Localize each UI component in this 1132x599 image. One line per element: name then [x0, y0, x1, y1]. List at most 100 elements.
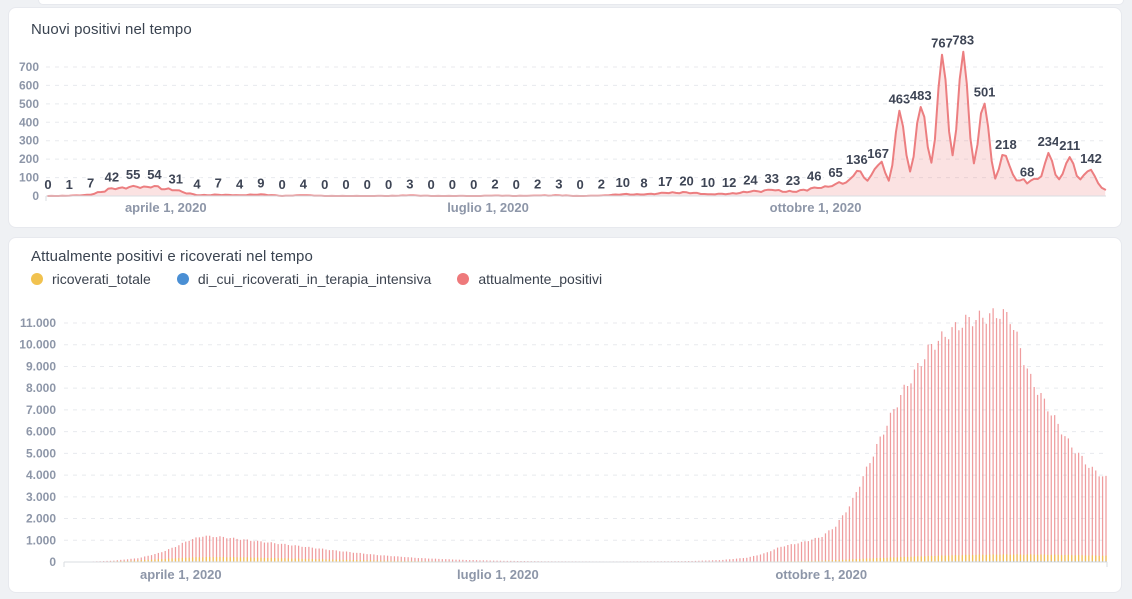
point-label-halo: 0	[513, 177, 520, 192]
chart2-legend: ricoverati_totale di_cui_ricoverati_in_t…	[31, 271, 602, 287]
point-label-halo: 9	[257, 175, 264, 190]
point-label: 65	[828, 165, 842, 180]
point-label-halo: 46	[807, 169, 821, 184]
point-label: 31	[168, 171, 182, 186]
point-label: 0	[470, 177, 477, 192]
point-label-halo: 10	[701, 175, 715, 190]
point-label-halo: 0	[470, 177, 477, 192]
point-label-halo: 501	[974, 85, 996, 100]
point-label-halo: 0	[342, 177, 349, 192]
y-tick-label: 6.000	[26, 425, 56, 439]
y-tick-label: 200	[19, 152, 39, 166]
point-label-halo: 17	[658, 174, 672, 189]
point-label-halo: 20	[679, 173, 693, 188]
chart2-title: Attualmente positivi e ricoverati nel te…	[31, 248, 313, 265]
point-label-halo: 31	[168, 171, 182, 186]
point-label-halo: 0	[449, 177, 456, 192]
x-axis-date-label: aprile 1, 2020	[125, 200, 207, 215]
point-label: 7	[87, 176, 94, 191]
point-label: 2	[491, 177, 498, 192]
point-label: 0	[577, 177, 584, 192]
point-label-halo: 0	[279, 177, 286, 192]
point-label: 0	[342, 177, 349, 192]
point-label-halo: 33	[764, 171, 778, 186]
point-label: 46	[807, 169, 821, 184]
point-label-halo: 65	[828, 165, 842, 180]
partial-card-above	[38, 0, 1124, 5]
point-label-halo: 7	[215, 176, 222, 191]
point-label: 3	[406, 176, 413, 191]
point-label: 767	[931, 36, 953, 51]
card-attualmente-positivi: 0 1.000 2.000 3.000 4.000 5.000 6.000 7.000 8.00…	[8, 237, 1122, 593]
point-label: 142	[1080, 151, 1102, 166]
point-label: 218	[995, 137, 1017, 152]
point-label: 211	[1059, 138, 1080, 153]
point-label: 0	[279, 177, 286, 192]
point-label-halo: 211	[1059, 138, 1080, 153]
point-label: 783	[952, 33, 974, 48]
point-label: 7	[215, 176, 222, 191]
point-label-halo: 23	[786, 173, 800, 188]
point-label: 23	[786, 173, 800, 188]
point-label-halo: 7	[87, 176, 94, 191]
point-label-halo: 4	[300, 176, 308, 191]
point-label-halo: 0	[428, 177, 435, 192]
legend-item-terapia-intensiva[interactable]: di_cui_ricoverati_in_terapia_intensiva	[176, 271, 431, 287]
point-label-halo: 4	[193, 176, 201, 191]
y-tick-label: 10.000	[19, 338, 56, 352]
y-tick-label: 100	[19, 171, 39, 185]
x-axis-date-label: luglio 1, 2020	[457, 567, 539, 582]
x-axis-date-label: aprile 1, 2020	[140, 567, 222, 582]
series-attualmente_positivi[interactable]	[65, 308, 1107, 562]
x-axis-date-label: luglio 1, 2020	[447, 200, 529, 215]
point-label-halo: 2	[534, 177, 541, 192]
point-label-halo: 3	[406, 176, 413, 191]
point-label: 0	[385, 177, 392, 192]
point-label: 17	[658, 174, 672, 189]
y-tick-label: 2.000	[26, 512, 56, 526]
point-label-halo: 55	[126, 167, 140, 182]
series-ricoverati_totale[interactable]	[68, 554, 1107, 562]
point-label: 2	[534, 177, 541, 192]
point-label: 463	[889, 92, 911, 107]
point-label-halo: 483	[910, 88, 932, 103]
point-label-halo: 0	[364, 177, 371, 192]
point-label: 10	[615, 175, 629, 190]
point-label: 234	[1038, 134, 1060, 149]
legend-item-ricoverati-totale[interactable]: ricoverati_totale	[31, 271, 151, 287]
point-label-halo: 0	[577, 177, 584, 192]
y-tick-label: 7.000	[26, 403, 56, 417]
point-label-halo: 4	[236, 176, 244, 191]
point-label-halo: 2	[598, 177, 605, 192]
y-tick-label: 11.000	[20, 316, 56, 330]
y-tick-label: 3.000	[26, 490, 56, 504]
point-label: 4	[236, 176, 244, 191]
point-label: 20	[679, 173, 693, 188]
legend-item-attualmente-positivi[interactable]: attualmente_positivi	[457, 271, 602, 287]
point-label-halo: 8	[640, 176, 647, 191]
point-label-halo: 234	[1038, 134, 1060, 149]
y-tick-label: 300	[19, 134, 39, 148]
point-label-halo: 10	[615, 175, 629, 190]
legend-label: attualmente_positivi	[478, 271, 603, 287]
point-label: 4	[300, 176, 308, 191]
point-label: 0	[44, 177, 51, 192]
point-label-halo: 1	[66, 177, 73, 192]
point-label: 1	[66, 177, 73, 192]
point-label-halo: 0	[321, 177, 328, 192]
point-label-halo: 0	[385, 177, 392, 192]
point-label: 136	[846, 152, 868, 167]
point-label-halo: 218	[995, 137, 1017, 152]
point-label-halo: 42	[105, 169, 119, 184]
y-tick-label: 700	[19, 60, 39, 74]
point-label: 167	[867, 146, 889, 161]
point-label: 10	[701, 175, 715, 190]
y-tick-label: 1.000	[26, 533, 56, 547]
point-label: 3	[555, 176, 562, 191]
attualmente-positivi-chart[interactable]: 0 1.000 2.000 3.000 4.000 5.000 6.000 7.000 8.00…	[9, 238, 1121, 592]
point-label: 68	[1020, 164, 1034, 179]
legend-label: ricoverati_totale	[52, 271, 151, 287]
legend-dot-yellow-icon	[31, 273, 43, 285]
point-label-halo: 167	[867, 146, 889, 161]
